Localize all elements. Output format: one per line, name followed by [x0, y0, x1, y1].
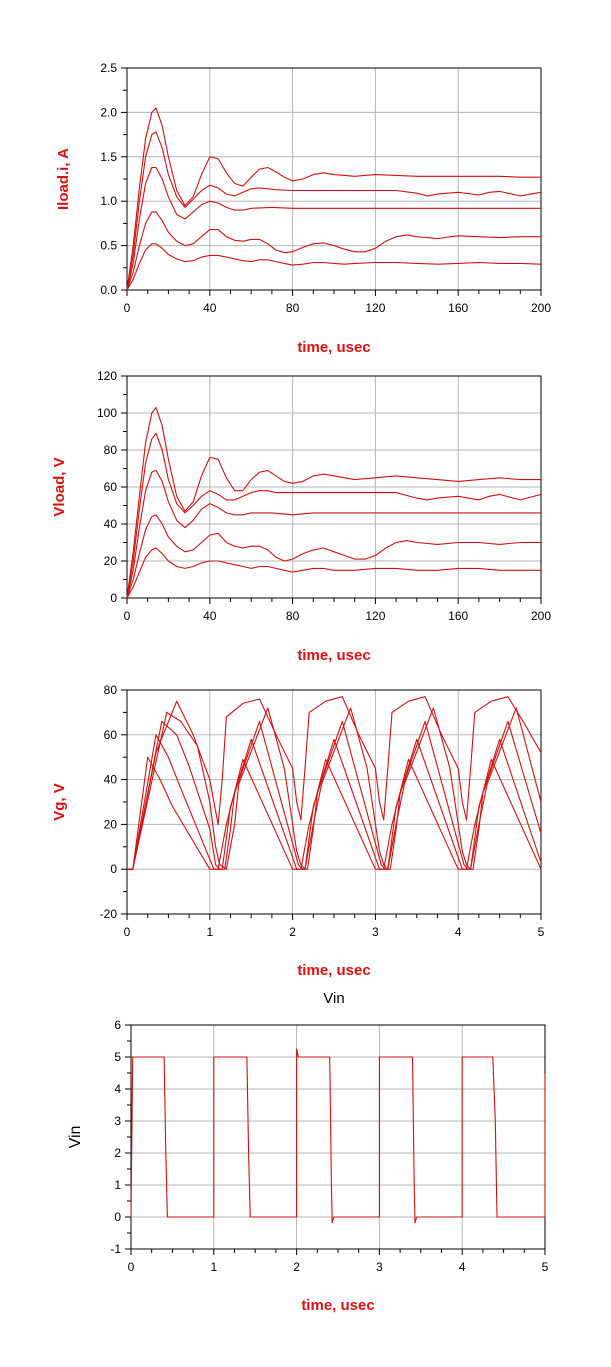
x-tick-label: 1 [210, 1260, 217, 1274]
data-series [130, 1048, 546, 1224]
grid-lines [131, 1025, 545, 1249]
x-tick-label: 4 [459, 1260, 466, 1274]
y-tick-label: 3 [114, 1114, 121, 1128]
x-tick-label: 5 [538, 925, 545, 939]
x-tick-label: 80 [286, 301, 300, 315]
x-tick-label: 80 [286, 609, 300, 623]
x-tick-label: 0 [124, 925, 131, 939]
y-tick-label: 0 [114, 1210, 121, 1224]
x-tick-label: 40 [203, 301, 217, 315]
y-tick-label: 2 [114, 1146, 121, 1160]
series-line-4 [126, 514, 541, 599]
x-tick-label: 120 [365, 609, 385, 623]
y-axis-label: Vin [67, 1126, 84, 1149]
chart-3: 0 1 2 3 4 5 -20 0 20 40 60 80 time, usec Vg, V [51, 683, 545, 979]
plot-frame [126, 67, 542, 291]
x-tick-label: 2 [293, 1260, 300, 1274]
series-line-3 [126, 166, 541, 291]
series-line-4 [127, 707, 542, 870]
series-line-1 [126, 107, 541, 291]
series-line-5 [126, 243, 542, 291]
y-tick-label: 2.0 [100, 105, 117, 119]
x-tick-label: 40 [203, 609, 217, 623]
x-tick-label: 4 [455, 925, 462, 939]
x-axis-label: time, usec [297, 647, 370, 664]
y-tick-label: 6 [114, 1018, 121, 1032]
chart-1: 0 40 80 120 160 200 0.0 0.5 1.0 1.5 2.0 2.5 time, us… [55, 61, 551, 356]
x-axis-label: time, usec [301, 1297, 374, 1314]
x-tick-label: 0 [124, 301, 131, 315]
plot-frame [126, 689, 542, 915]
y-tick-label: 120 [97, 369, 117, 383]
y-tick-label: 4 [114, 1082, 121, 1096]
x-tick-label: 5 [542, 1260, 549, 1274]
y-tick-label: 80 [104, 443, 118, 457]
grid-lines [127, 68, 541, 290]
ticks: 0 40 80 120 160 200 0.0 0.5 1.0 1.5 2.0 2.5 [100, 61, 551, 315]
y-tick-label: 2.5 [100, 61, 117, 75]
y-tick-label: 100 [97, 406, 117, 420]
y-tick-label: 0.0 [100, 283, 117, 297]
series-line-2 [127, 734, 542, 870]
x-tick-label: 160 [448, 609, 468, 623]
series-line-5 [126, 547, 541, 599]
x-tick-label: 120 [365, 301, 385, 315]
y-tick-label: 0 [110, 862, 117, 876]
y-tick-label: 0 [110, 591, 117, 605]
y-tick-label: 5 [114, 1050, 121, 1064]
y-tick-label: 0.5 [100, 239, 117, 253]
series-line-1 [130, 1048, 546, 1224]
ticks: 0 1 2 3 4 5 -1 0 1 2 3 4 5 6 [110, 1018, 548, 1274]
y-tick-label: 1 [114, 1178, 121, 1192]
y-tick-label: 40 [104, 773, 118, 787]
y-tick-label: 60 [104, 728, 118, 742]
y-tick-label: -1 [110, 1242, 121, 1256]
y-tick-label: 1.0 [100, 194, 117, 208]
x-tick-label: 0 [124, 609, 131, 623]
y-axis-label: Iload.i, A [55, 148, 72, 210]
data-series [126, 406, 542, 599]
ticks: 0 1 2 3 4 5 -20 0 20 40 60 80 [100, 683, 545, 939]
x-tick-label: 200 [531, 301, 551, 315]
x-tick-label: 3 [376, 1260, 383, 1274]
series-line-1 [127, 756, 542, 870]
data-series [127, 696, 542, 870]
series-line-2 [126, 432, 542, 599]
chart-4: 0 1 2 3 4 5 -1 0 1 2 3 4 5 6 time, usec Vin Vin [67, 990, 549, 1314]
x-tick-label: 0 [128, 1260, 135, 1274]
x-tick-label: 1 [206, 925, 213, 939]
series-line-3 [127, 720, 542, 870]
y-axis-label: Vload, V [51, 457, 68, 516]
y-tick-label: 20 [104, 817, 118, 831]
data-series [126, 107, 542, 291]
series-line-5 [127, 696, 542, 870]
chart-2: 0 40 80 120 160 200 0 20 40 60 80 100 120 time, usec V… [51, 369, 551, 664]
grid-lines [127, 690, 541, 914]
y-tick-label: 80 [104, 683, 118, 697]
x-tick-label: 2 [289, 925, 296, 939]
y-tick-label: 40 [104, 517, 118, 531]
x-tick-label: 200 [531, 609, 551, 623]
series-line-2 [126, 131, 542, 291]
plot-frame [130, 1024, 546, 1250]
x-axis-label: time, usec [297, 339, 370, 356]
y-tick-label: -20 [100, 907, 118, 921]
x-tick-label: 160 [448, 301, 468, 315]
x-tick-label: 3 [372, 925, 379, 939]
grid-lines [127, 376, 541, 598]
series-line-1 [126, 406, 541, 599]
y-axis-label: Vg, V [51, 783, 68, 821]
series-line-3 [126, 469, 541, 599]
x-axis-label: time, usec [297, 962, 370, 979]
y-tick-label: 20 [104, 554, 118, 568]
y-tick-label: 60 [104, 480, 118, 494]
y-tick-label: 1.5 [100, 150, 117, 164]
ticks: 0 40 80 120 160 200 0 20 40 60 80 100 120 [97, 369, 551, 623]
series-line-4 [126, 211, 541, 291]
chart-title: Vin [323, 990, 344, 1007]
